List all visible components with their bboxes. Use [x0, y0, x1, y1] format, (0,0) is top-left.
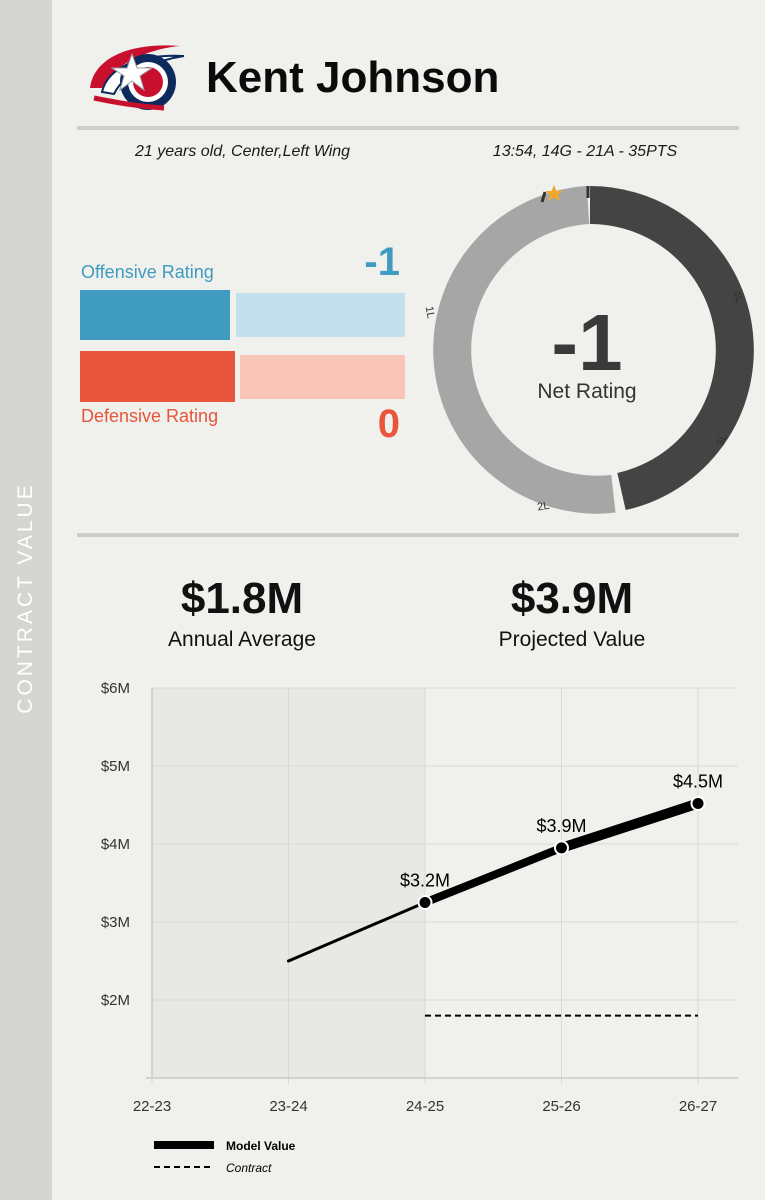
model-value-point [417, 895, 433, 910]
model-value-data-label: $3.2M [400, 871, 450, 891]
y-tick-label: $4M [101, 836, 130, 853]
x-tick-label: 25-26 [542, 1098, 580, 1115]
donut-marker-4l: 4L [729, 289, 745, 305]
y-tick-label: $6M [101, 680, 130, 697]
net-rating-label: Net Rating [537, 380, 637, 403]
donut-marker-1l: 1L [423, 305, 437, 319]
donut-tick-star [540, 191, 547, 203]
contract-value-chart: $2M $3M $4M $5M $6M 22-23 23-24 24-25 25-26 26-27… [101, 680, 738, 1115]
header-divider [77, 126, 739, 130]
projected-value-label: Projected Value [498, 628, 646, 651]
contract-value-sidebar: CONTRACT VALUE [0, 0, 52, 1200]
net-rating-value: -1 [551, 298, 623, 387]
offensive-rating-label: Offensive Rating [81, 262, 214, 282]
y-tick-label: $5M [101, 758, 130, 775]
y-tick-label: $3M [101, 914, 130, 931]
donut-marker-3l: 3L [715, 432, 730, 448]
model-value-data-label: $4.5M [673, 771, 723, 791]
star-icon [545, 185, 563, 201]
projected-value-amount: $3.9M [510, 574, 634, 623]
x-tick-label: 22-23 [133, 1098, 171, 1115]
section-divider [77, 533, 739, 537]
defensive-rating-value: 0 [377, 402, 400, 446]
chart-legend: Model Value Contract [154, 1139, 296, 1175]
player-name: Kent Johnson [206, 53, 500, 102]
x-tick-label: 24-25 [406, 1098, 444, 1115]
donut-dark-segment [589, 186, 754, 511]
sidebar-label: CONTRACT VALUE [14, 482, 37, 714]
model-value-segment [421, 843, 566, 907]
offensive-rating-bar [80, 290, 230, 340]
defensive-rating-bar [80, 351, 235, 402]
annual-average-amount: $1.8M [180, 574, 304, 623]
player-stats-line: 13:54, 14G - 21A - 35PTS [492, 143, 678, 160]
defensive-rating-bar-remainder [240, 355, 405, 399]
model-value-segment [556, 798, 703, 853]
model-value-point [554, 840, 569, 856]
annual-average-label: Annual Average [168, 628, 316, 651]
model-value-segment [287, 901, 427, 963]
net-rating-donut: 1L 2L 3L 4L [423, 185, 754, 514]
x-tick-label: 23-24 [269, 1098, 307, 1115]
donut-marker-2l: 2L [536, 500, 550, 514]
defensive-rating-label: Defensive Rating [81, 406, 219, 426]
player-bio: 21 years old, Center,Left Wing [134, 143, 351, 160]
model-value-point [690, 795, 706, 811]
legend-contract-label: Contract [226, 1161, 272, 1175]
offensive-rating-value: -1 [364, 240, 400, 284]
team-logo-icon [90, 45, 185, 111]
x-tick-label: 26-27 [679, 1098, 717, 1115]
offensive-rating-bar-remainder [236, 293, 405, 337]
y-tick-label: $2M [101, 992, 130, 1009]
donut-light-segment [433, 186, 616, 514]
legend-model-label: Model Value [226, 1139, 296, 1153]
model-value-data-label: $3.9M [536, 816, 586, 836]
